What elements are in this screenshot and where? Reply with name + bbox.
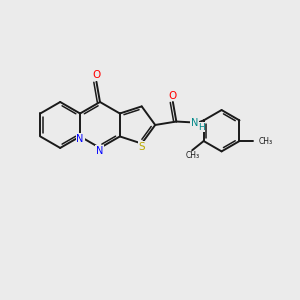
Text: N: N <box>76 134 84 144</box>
Text: CH₃: CH₃ <box>259 136 273 146</box>
Text: N: N <box>191 118 198 128</box>
Text: H: H <box>198 123 205 132</box>
Text: O: O <box>92 70 101 80</box>
Text: O: O <box>169 91 177 100</box>
Text: CH₃: CH₃ <box>185 151 199 160</box>
Text: S: S <box>138 142 145 152</box>
Text: N: N <box>96 146 103 156</box>
